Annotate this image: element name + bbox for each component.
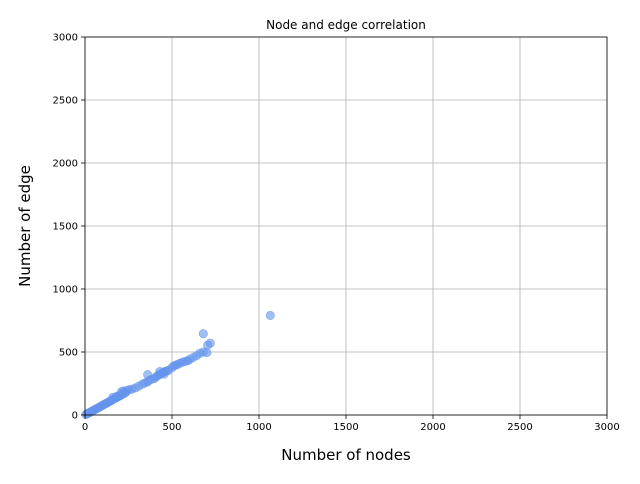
x-tick-label: 3000 <box>594 422 619 433</box>
data-point <box>205 338 215 348</box>
x-tick-label: 2000 <box>420 422 445 433</box>
chart-title: Node and edge correlation <box>266 18 426 32</box>
data-point <box>202 348 212 358</box>
y-tick-label: 500 <box>59 348 78 359</box>
y-tick-label: 0 <box>72 411 78 422</box>
y-tick-label: 3000 <box>53 33 78 44</box>
x-axis-ticks: 0 500 1000 1500 2000 2500 3000 <box>82 415 620 433</box>
y-tick-label: 1000 <box>53 285 78 296</box>
y-tick-label: 2000 <box>53 159 78 170</box>
gridlines <box>84 36 608 416</box>
x-tick-label: 500 <box>162 422 181 433</box>
x-tick-label: 1000 <box>246 422 271 433</box>
x-tick-label: 0 <box>82 422 88 433</box>
y-axis-label: Number of edge <box>16 165 34 287</box>
y-axis-ticks: 0 500 1000 1500 2000 2500 3000 <box>53 33 85 422</box>
data-point <box>143 370 153 380</box>
x-tick-label: 1500 <box>333 422 358 433</box>
y-tick-label: 2500 <box>53 96 78 107</box>
data-point <box>159 369 169 379</box>
data-point <box>265 310 275 320</box>
x-tick-label: 2500 <box>507 422 532 433</box>
data-point <box>198 329 208 339</box>
y-tick-label: 1500 <box>53 222 78 233</box>
data-points <box>81 310 275 419</box>
x-axis-label: Number of nodes <box>281 446 411 464</box>
